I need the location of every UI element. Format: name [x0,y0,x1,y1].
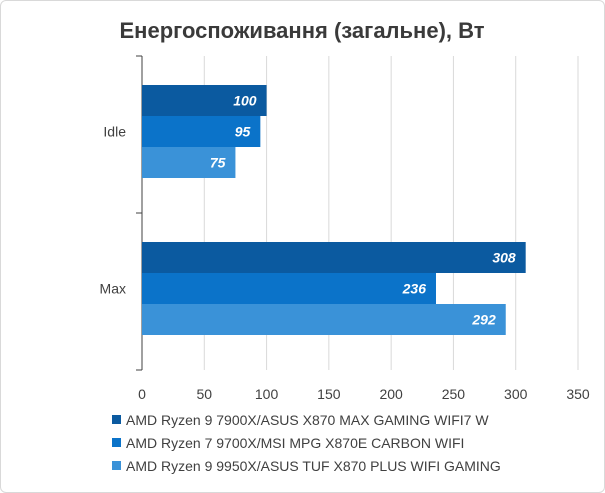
bar [142,273,436,304]
bars [142,85,526,335]
bar [142,85,267,116]
bar [142,116,261,147]
axes: 0 50 100 150 200 250 300 350 Idle Max [100,55,590,402]
legend-label: AMD Ryzen 9 9950X/ASUS TUF X870 PLUS WIF… [126,458,501,474]
x-tick-label: 250 [442,386,466,402]
chart-title: Енергоспоживання (загальне), Вт [120,18,485,43]
data-label: 100 [233,93,257,109]
x-tick-label: 150 [317,386,341,402]
data-label: 75 [210,155,226,171]
legend-swatch [112,461,121,470]
bar [142,147,236,178]
x-tick-label: 100 [255,386,279,402]
legend: AMD Ryzen 9 7900X/ASUS X870 MAX GAMING W… [112,412,501,474]
legend-label: AMD Ryzen 7 9700X/MSI MPG X870E CARBON W… [126,435,464,451]
x-tick-label: 0 [138,386,146,402]
legend-swatch [112,415,121,424]
bar [142,242,526,273]
bar [142,304,506,335]
data-label: 292 [471,312,496,328]
data-labels: 100 95 75 308 236 292 [210,93,516,328]
legend-label: AMD Ryzen 9 7900X/ASUS X870 MAX GAMING W… [126,412,489,428]
data-label: 236 [402,281,427,297]
legend-swatch [112,438,121,447]
data-label: 308 [492,250,516,266]
x-tick-label: 50 [196,386,212,402]
category-label: Idle [103,124,126,140]
category-label: Max [100,281,126,297]
data-label: 95 [235,124,251,140]
x-tick-label: 350 [566,386,590,402]
x-tick-label: 200 [379,386,403,402]
x-tick-label: 300 [504,386,528,402]
